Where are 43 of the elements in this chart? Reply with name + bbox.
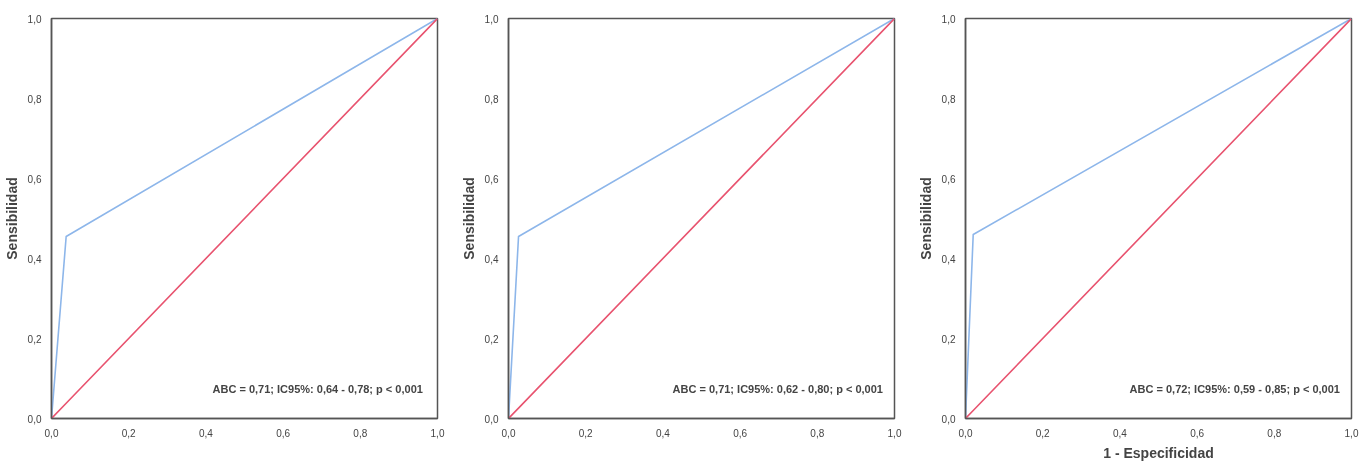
annotation: ABC = 0,72; IC95%: 0,59 - 0,85; p < 0,001 — [1129, 382, 1340, 395]
y-tick-label: 0,0 — [484, 413, 499, 425]
x-tick-label: 0,4 — [1112, 427, 1128, 439]
y-tick-label: 0,6 — [27, 173, 42, 185]
y-tick-label: 0,6 — [484, 173, 499, 185]
y-tick-label: 0,4 — [484, 253, 499, 265]
x-tick-label: 0,4 — [198, 427, 214, 439]
y-tick-label: 1,0 — [941, 13, 956, 25]
x-tick-label: 0,4 — [655, 427, 671, 439]
annotation: ABC = 0,71; IC95%: 0,64 - 0,78; p < 0,001 — [212, 382, 423, 395]
x-tick-label: 1,0 — [430, 427, 445, 439]
x-tick-label: 0,6 — [733, 427, 748, 439]
y-tick-label: 0,0 — [941, 413, 956, 425]
y-tick-label: 0,8 — [27, 93, 42, 105]
y-axis-title: Sensibilidad — [460, 177, 477, 260]
annotation: ABC = 0,71; IC95%: 0,62 - 0,80; p < 0,001 — [672, 382, 883, 395]
y-tick-label: 1,0 — [484, 13, 499, 25]
x-tick-label: 0,0 — [501, 427, 516, 439]
x-tick-label: 0,6 — [276, 427, 291, 439]
y-tick-label: 0,2 — [27, 333, 42, 345]
x-tick-label: 0,8 — [1267, 427, 1282, 439]
x-tick-label: 0,2 — [121, 427, 137, 439]
x-tick-label: 0,8 — [353, 427, 368, 439]
x-tick-label: 0,0 — [44, 427, 59, 439]
y-axis-title: Sensibilidad — [3, 177, 20, 260]
y-tick-label: 1,0 — [27, 13, 42, 25]
y-tick-label: 0,4 — [941, 253, 956, 265]
x-axis-title: 1 - Especificidad — [1103, 444, 1214, 461]
x-tick-label: 1,0 — [887, 427, 902, 439]
x-tick-label: 0,8 — [810, 427, 825, 439]
y-tick-label: 0,4 — [27, 253, 42, 265]
y-axis-title: Sensibilidad — [917, 177, 934, 260]
x-tick-label: 0,0 — [958, 427, 973, 439]
y-tick-label: 0,8 — [941, 93, 956, 105]
x-tick-label: 1,0 — [1344, 427, 1359, 439]
y-tick-label: 0,0 — [27, 413, 42, 425]
y-tick-label: 0,2 — [941, 333, 956, 345]
x-tick-label: 0,2 — [1035, 427, 1051, 439]
y-tick-label: 0,8 — [484, 93, 499, 105]
y-tick-label: 0,6 — [941, 173, 956, 185]
x-tick-label: 0,6 — [1190, 427, 1205, 439]
y-tick-label: 0,2 — [484, 333, 499, 345]
x-tick-label: 0,2 — [578, 427, 594, 439]
